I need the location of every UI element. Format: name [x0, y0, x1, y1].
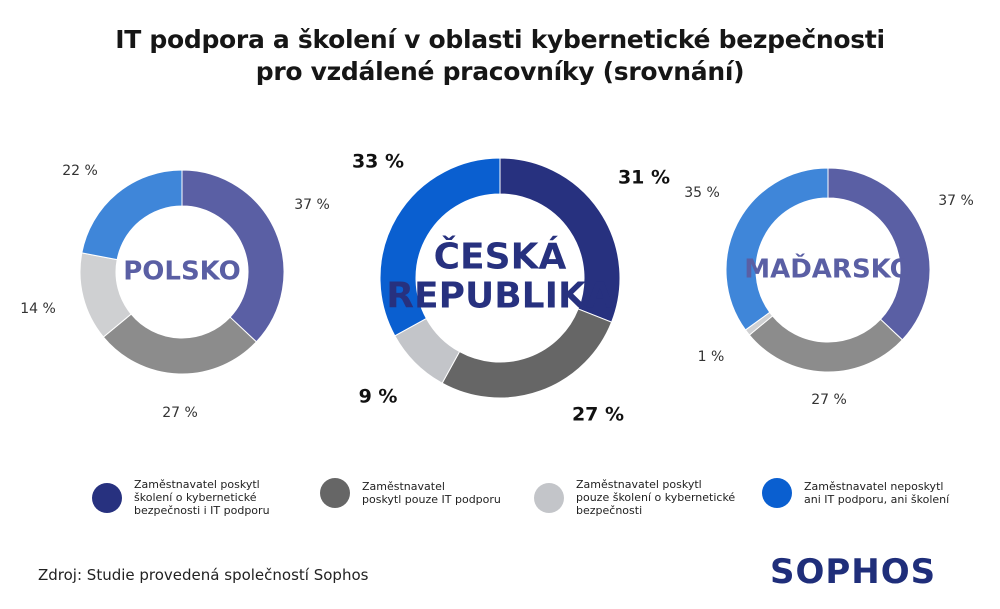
legend-item-both: Zaměstnavatel poskytl školení o kybernet…	[92, 478, 284, 517]
donut-slice	[725, 167, 829, 331]
legend-item-none: Zaměstnavatel neposkytl ani IT podporu, …	[762, 478, 954, 508]
sophos-logo: SOPHOS	[770, 552, 937, 592]
legend-line: poskytl pouze IT podporu	[362, 493, 501, 506]
legend-line: pouze školení o kybernetické	[576, 491, 736, 504]
donut-center-label: MAĎARSKO	[744, 253, 912, 285]
legend: Zaměstnavatel poskytl školení o kybernet…	[0, 478, 1000, 528]
donut-slice	[81, 169, 183, 261]
legend-text-training-only: Zaměstnavatel poskytl pouze školení o ky…	[576, 478, 746, 517]
donut-center-label: ČESKÁ	[434, 236, 567, 278]
legend-line: ani IT podporu, ani školení	[804, 493, 950, 506]
legend-text-it-only: Zaměstnavatel poskytl pouze IT podporu	[362, 480, 512, 506]
legend-line: školení o kybernetické	[134, 491, 257, 504]
legend-swatch-it-only	[320, 478, 350, 508]
slice-value-label: 31 %	[618, 167, 670, 189]
slice-value-label: 27 %	[811, 392, 847, 408]
donut-slice	[102, 313, 258, 375]
legend-line: Zaměstnavatel	[362, 480, 445, 493]
chart-title-line-2: pro vzdálené pracovníky (srovnání)	[255, 57, 745, 86]
slice-value-label: 27 %	[162, 405, 198, 421]
legend-swatch-both	[92, 482, 122, 513]
donut-slice	[441, 308, 613, 399]
legend-line: Zaměstnavatel poskytl	[134, 478, 260, 491]
donut-center-label: REPUBLIKA	[386, 275, 614, 316]
donut-slice	[181, 169, 285, 343]
legend-line: Zaměstnavatel neposkytl	[804, 480, 944, 493]
donut-slice	[748, 315, 904, 373]
donut-chart-2: 37 % 27 % 1 % 35 % MAĎARSKO	[684, 167, 974, 408]
legend-item-it-only: Zaměstnavatel poskytl pouze IT podporu	[320, 478, 512, 508]
chart-title-line-1: IT podpora a školení v oblasti kyberneti…	[115, 25, 885, 54]
slice-value-label: 37 %	[294, 197, 330, 213]
slice-value-label: 9 %	[359, 386, 398, 408]
slice-value-label: 35 %	[684, 185, 720, 201]
legend-line: Zaměstnavatel poskytl	[576, 478, 702, 491]
chart-title: IT podpora a školení v oblasti kyberneti…	[0, 24, 1000, 88]
slice-value-label: 1 %	[698, 349, 725, 365]
donut-center-label: POLSKO	[123, 257, 241, 287]
donut-chart-0: 37 % 27 % 14 % 22 % POLSKO	[20, 163, 330, 421]
legend-line: bezpečnosti	[576, 504, 643, 517]
source-note: Zdroj: Studie provedená společností Soph…	[38, 566, 369, 584]
slice-value-label: 27 %	[572, 404, 624, 426]
legend-item-training-only: Zaměstnavatel poskytl pouze školení o ky…	[534, 478, 746, 517]
legend-swatch-none	[762, 478, 792, 508]
slice-value-label: 14 %	[20, 301, 56, 317]
legend-swatch-training-only	[534, 482, 564, 513]
donut-slice	[379, 157, 501, 337]
donut-slice	[827, 167, 931, 341]
slice-value-label: 33 %	[352, 151, 404, 173]
donut-charts: 37 % 27 % 14 % 22 % POLSKO 31 % 27 % 9 % 33 % ČES…	[20, 151, 974, 426]
legend-line: bezpečnosti i IT podporu	[134, 504, 270, 517]
slice-value-label: 22 %	[62, 163, 98, 179]
legend-text-both: Zaměstnavatel poskytl školení o kybernet…	[134, 478, 284, 517]
slice-value-label: 37 %	[938, 193, 974, 209]
legend-text-none: Zaměstnavatel neposkytl ani IT podporu, …	[804, 480, 954, 506]
